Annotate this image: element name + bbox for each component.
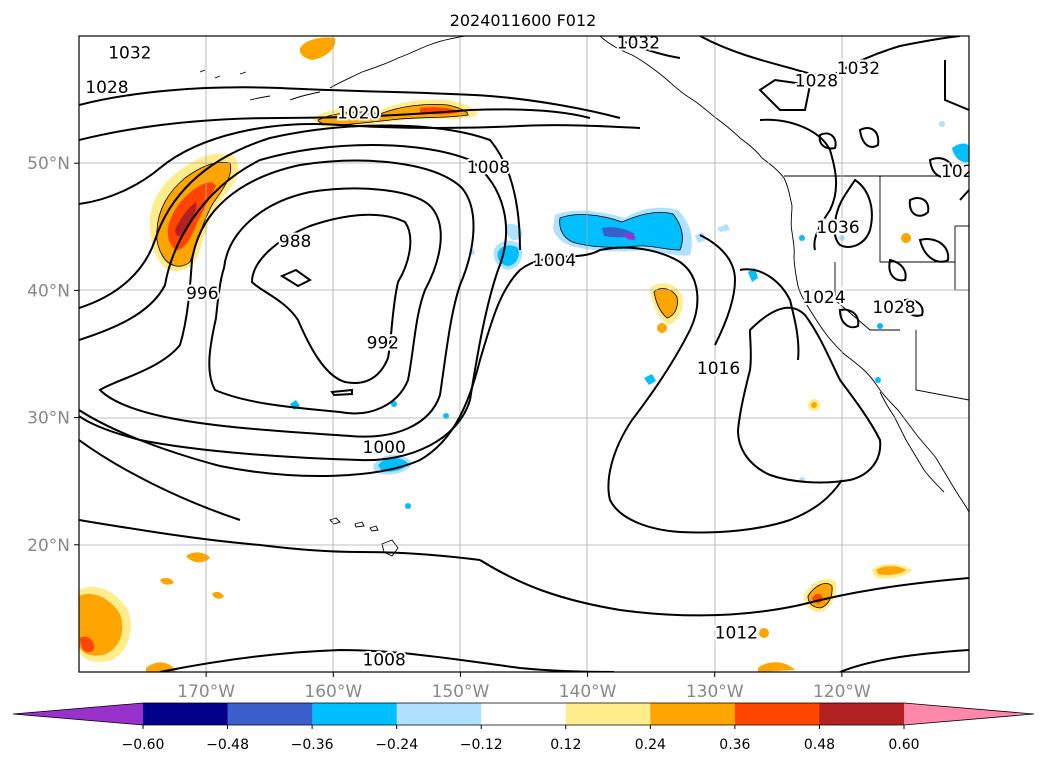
colorbar-tick-label: −0.12 [460, 737, 503, 753]
lon-tick-label: 140°W [559, 682, 617, 702]
isobar-label: 992 [367, 334, 399, 354]
isobar-label-layer: 1032102810201008988996100499210001016101… [83, 33, 984, 672]
isobar-label: 1000 [363, 438, 406, 458]
colorbar-segment [565, 703, 651, 725]
isobar-label: 1028 [85, 78, 128, 98]
shaded-anomaly-field [79, 37, 969, 672]
colorbar-extend-max [904, 703, 1034, 725]
lat-tick-label: 50°N [27, 154, 70, 174]
colorbar-segment [819, 703, 905, 725]
isobar-label: 1016 [697, 359, 740, 379]
isobar-label: 1008 [467, 158, 510, 178]
colorbar-tick-label: −0.60 [122, 737, 165, 753]
isobar-label: 1024 [941, 162, 984, 182]
colorbar-segment [227, 703, 313, 725]
colorbar-tick-label: 0.36 [719, 737, 750, 753]
colorbar-segment [396, 703, 482, 725]
map-frame [78, 35, 970, 673]
isobar-label: 1024 [802, 288, 845, 308]
isobars [79, 36, 969, 672]
colorbar-extend-min [13, 703, 143, 725]
lon-tick-label: 120°W [813, 682, 871, 702]
lon-tick-label: 170°W [177, 682, 235, 702]
isobar-label: 1032 [617, 33, 660, 53]
colorbar: −0.60 −0.48 −0.36 −0.24 −0.12 0.12 0.24 0.36 0.4… [12, 702, 1035, 753]
isobar-label: 1032 [837, 59, 880, 79]
colorbar-tick-label: 0.24 [635, 737, 666, 753]
chart-title: 2024011600 F012 [450, 11, 597, 30]
colorbar-tick-label: −0.24 [375, 737, 418, 753]
isobar-label: 1020 [337, 103, 380, 123]
lat-tick-label: 30°N [27, 409, 70, 429]
isobar-label: 1028 [795, 72, 838, 92]
colorbar-tick-label: −0.48 [206, 737, 249, 753]
isobar-label: 996 [186, 284, 218, 304]
map-area: 1032102810201008988996100499210001016101… [79, 33, 984, 672]
colorbar-segment [481, 703, 567, 725]
isobar-label: 988 [279, 232, 311, 252]
isobar-label: 1008 [363, 650, 406, 670]
longitude-ticks: 170°W 160°W 150°W 140°W 130°W 120°W [177, 672, 871, 702]
colorbar-segment [143, 703, 229, 725]
lon-tick-label: 150°W [432, 682, 490, 702]
isobar-label: 1012 [715, 624, 758, 644]
gridlines [79, 36, 969, 672]
isobar-label: 1032 [108, 44, 151, 64]
isobar-label: 1036 [816, 218, 859, 238]
coastlines [104, 36, 969, 557]
isobar-label: 1028 [872, 298, 915, 318]
colorbar-tick-label: −0.36 [291, 737, 334, 753]
colorbar-tick-label: 0.60 [888, 737, 919, 753]
lon-tick-label: 160°W [304, 682, 362, 702]
isobar-label: 1004 [533, 251, 576, 271]
lon-tick-label: 130°W [686, 682, 744, 702]
lat-tick-label: 20°N [27, 536, 70, 556]
colorbar-segment [650, 703, 736, 725]
colorbar-tick-label: 0.12 [550, 737, 581, 753]
colorbar-segment [734, 703, 820, 725]
latitude-ticks: 20°N 30°N 40°N 50°N [27, 154, 79, 556]
colorbar-segment [312, 703, 398, 725]
colorbar-tick-label: 0.48 [804, 737, 835, 753]
lat-tick-label: 40°N [27, 281, 70, 301]
